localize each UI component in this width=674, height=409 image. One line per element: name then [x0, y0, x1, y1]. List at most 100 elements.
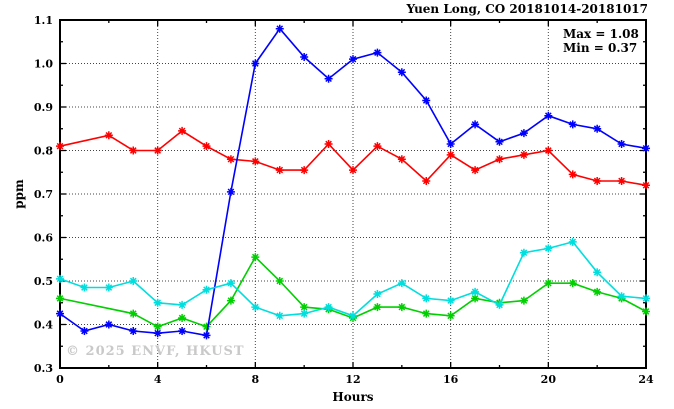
x-tick-label: 8 — [252, 373, 260, 386]
series-blue-marker — [129, 327, 138, 336]
max-value-label: Max = 1.08 — [563, 27, 639, 41]
series-cyan-marker — [129, 277, 138, 285]
y-tick-label: 0.6 — [34, 232, 53, 245]
series-blue-marker — [568, 120, 577, 129]
series-red-line — [59, 129, 647, 187]
series-green-marker — [446, 311, 455, 320]
series-cyan-marker — [495, 300, 504, 309]
series-blue-marker — [324, 74, 333, 83]
series-cyan-marker — [202, 285, 211, 294]
series-blue-marker — [300, 52, 309, 61]
series-red-marker — [349, 166, 357, 175]
y-tick-label: 0.3 — [34, 362, 53, 375]
series-cyan-marker — [56, 274, 64, 283]
min-value-label: Min = 0.37 — [563, 41, 638, 55]
series-red-marker — [178, 126, 187, 135]
y-tick-label: 0.4 — [34, 319, 53, 332]
series-blue-marker — [251, 59, 260, 68]
series-cyan-marker — [80, 283, 89, 292]
series-cyan-marker — [617, 292, 626, 301]
series-green-marker — [519, 296, 528, 305]
series-cyan-marker — [251, 303, 260, 312]
y-tick-label: 1.0 — [34, 58, 53, 71]
series-blue-marker — [349, 55, 357, 64]
series-red-marker — [373, 142, 382, 151]
series-red-marker — [422, 176, 431, 185]
series-green-marker — [251, 253, 260, 262]
series-green-marker — [56, 294, 64, 303]
series-red-marker — [544, 146, 553, 155]
series-green-marker — [397, 303, 406, 312]
series-cyan-marker — [349, 311, 357, 320]
x-tick-label: 4 — [154, 373, 162, 386]
series-blue-marker — [544, 111, 553, 120]
series-cyan-marker — [300, 309, 309, 318]
series-cyan-marker — [446, 296, 455, 305]
series-red-marker — [104, 131, 113, 140]
series-cyan-marker — [471, 287, 480, 296]
series-blue-marker — [642, 144, 650, 153]
series-blue-marker — [178, 327, 187, 336]
series-cyan-marker — [593, 268, 602, 277]
series-red-marker — [471, 166, 480, 175]
series-green-marker — [471, 294, 480, 303]
series-blue-marker — [104, 320, 113, 329]
y-axis-label: ppm — [12, 179, 26, 209]
series-blue-marker — [471, 120, 480, 129]
series-cyan-marker — [324, 303, 333, 312]
series-cyan-marker — [422, 294, 431, 303]
series-red-marker — [275, 166, 284, 175]
series-blue-marker — [593, 124, 602, 133]
series-cyan-marker — [275, 311, 284, 320]
x-tick-label: 0 — [56, 373, 64, 386]
series-green-marker — [642, 307, 650, 316]
series-green-marker — [593, 287, 602, 296]
series-red-marker — [519, 150, 528, 159]
series-green-marker — [275, 277, 284, 285]
x-tick-label: 24 — [638, 373, 654, 386]
series-blue-marker — [446, 139, 455, 148]
x-tick-label: 16 — [443, 373, 459, 386]
series-red-marker — [324, 139, 333, 148]
series-blue-marker — [617, 139, 626, 148]
series-red-marker — [642, 181, 650, 190]
series-red-marker — [446, 150, 455, 159]
series-red-marker — [617, 176, 626, 185]
y-tick-label: 1.1 — [34, 14, 53, 27]
plot-border — [59, 19, 647, 369]
series-green-marker — [178, 313, 187, 322]
series-red-marker — [568, 170, 577, 179]
series-cyan-marker — [642, 294, 650, 303]
series-red-marker — [495, 155, 504, 164]
series-green-marker — [202, 322, 211, 331]
series-cyan-marker — [178, 300, 187, 309]
y-tick-label: 0.5 — [34, 275, 53, 288]
series-blue-marker — [226, 187, 235, 196]
x-axis-label: Hours — [332, 390, 374, 404]
series-cyan-marker — [104, 283, 113, 292]
series-green-marker — [373, 303, 382, 312]
series-red-marker — [593, 176, 602, 185]
series-cyan-marker — [568, 237, 577, 246]
series-green-marker — [153, 322, 162, 331]
series-blue-marker — [495, 137, 504, 146]
series-green-marker — [568, 279, 577, 288]
series-red-marker — [397, 155, 406, 164]
watermark: © 2025 ENVF, HKUST — [66, 344, 245, 359]
series-red-marker — [129, 146, 138, 155]
series-cyan-marker — [397, 279, 406, 288]
series-blue-marker — [153, 329, 162, 338]
y-tick-label: 0.8 — [34, 145, 53, 158]
series-blue-marker — [275, 24, 284, 33]
y-tick-label: 0.9 — [34, 101, 53, 114]
x-tick-label: 12 — [345, 373, 360, 386]
series-cyan-marker — [153, 298, 162, 307]
series-red-marker — [300, 166, 309, 175]
chart-title: Yuen Long, CO 20181014-20181017 — [406, 2, 648, 16]
series-blue-marker — [373, 48, 382, 57]
series-red-marker — [226, 155, 235, 164]
series-red-marker — [251, 157, 260, 166]
series-blue-marker — [397, 68, 406, 77]
